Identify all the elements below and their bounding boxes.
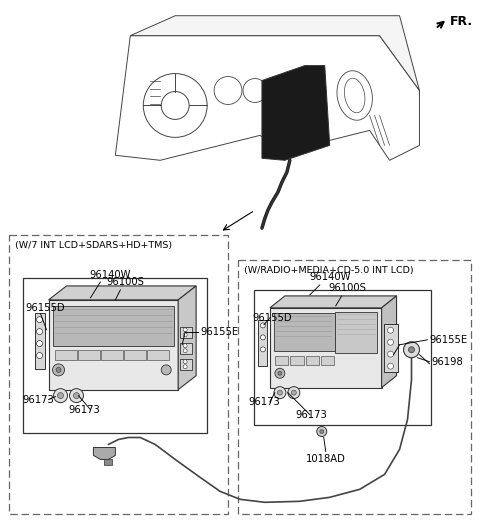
Circle shape bbox=[404, 342, 420, 358]
Circle shape bbox=[70, 389, 84, 403]
Bar bbox=[290, 355, 304, 364]
Circle shape bbox=[320, 430, 324, 433]
Circle shape bbox=[277, 390, 282, 395]
Bar bbox=[180, 327, 192, 338]
Bar bbox=[101, 350, 123, 360]
Circle shape bbox=[261, 347, 265, 352]
Text: 96100S: 96100S bbox=[329, 283, 367, 293]
Text: 96155E: 96155E bbox=[430, 335, 468, 345]
Bar bbox=[104, 459, 112, 466]
Bar bbox=[23, 278, 207, 433]
Circle shape bbox=[183, 364, 187, 369]
Circle shape bbox=[387, 351, 394, 357]
Bar bbox=[384, 324, 397, 372]
Text: 96140W: 96140W bbox=[309, 272, 350, 282]
Polygon shape bbox=[48, 286, 196, 300]
Bar bbox=[258, 320, 267, 366]
Text: (W/RADIO+MEDIA+CD-5.0 INT LCD): (W/RADIO+MEDIA+CD-5.0 INT LCD) bbox=[244, 266, 414, 275]
Text: FR.: FR. bbox=[449, 15, 472, 28]
Bar bbox=[270, 308, 382, 388]
Circle shape bbox=[183, 333, 187, 337]
Text: 96173: 96173 bbox=[248, 397, 280, 407]
Polygon shape bbox=[94, 448, 115, 459]
Bar bbox=[274, 313, 336, 351]
Circle shape bbox=[275, 368, 285, 378]
Bar bbox=[48, 300, 178, 390]
Bar bbox=[306, 355, 319, 364]
Circle shape bbox=[58, 393, 63, 399]
Circle shape bbox=[36, 329, 43, 335]
Circle shape bbox=[291, 390, 296, 395]
Circle shape bbox=[387, 339, 394, 345]
Bar bbox=[180, 343, 192, 354]
Circle shape bbox=[387, 363, 394, 369]
Circle shape bbox=[183, 360, 187, 364]
Circle shape bbox=[274, 387, 286, 399]
Circle shape bbox=[261, 323, 265, 328]
Bar bbox=[52, 306, 174, 346]
Text: 96155D: 96155D bbox=[252, 313, 291, 323]
Circle shape bbox=[183, 328, 187, 332]
Bar bbox=[335, 312, 377, 353]
Circle shape bbox=[54, 389, 68, 403]
Bar bbox=[321, 355, 335, 364]
Text: 96100S: 96100S bbox=[107, 277, 144, 287]
Circle shape bbox=[261, 335, 265, 340]
Bar bbox=[180, 359, 192, 370]
Circle shape bbox=[73, 393, 80, 399]
Text: 96198: 96198 bbox=[432, 357, 463, 367]
Bar bbox=[124, 350, 146, 360]
Circle shape bbox=[52, 364, 64, 376]
Text: 1018AD: 1018AD bbox=[306, 454, 346, 464]
Bar bbox=[35, 313, 45, 369]
Circle shape bbox=[317, 426, 327, 436]
Bar bbox=[254, 290, 432, 425]
Circle shape bbox=[288, 387, 300, 399]
Text: 96155E: 96155E bbox=[200, 327, 238, 337]
Text: 96140W: 96140W bbox=[90, 270, 131, 280]
Circle shape bbox=[56, 368, 61, 372]
Polygon shape bbox=[130, 16, 420, 90]
Text: 96173: 96173 bbox=[296, 409, 327, 419]
Bar bbox=[275, 355, 288, 364]
Circle shape bbox=[36, 341, 43, 346]
Circle shape bbox=[36, 317, 43, 323]
Bar bbox=[147, 350, 169, 360]
Circle shape bbox=[408, 347, 415, 353]
Circle shape bbox=[183, 349, 187, 353]
Circle shape bbox=[36, 352, 43, 359]
Bar bbox=[78, 350, 100, 360]
Polygon shape bbox=[270, 296, 396, 308]
Bar bbox=[238, 260, 471, 514]
Text: 96173: 96173 bbox=[69, 405, 100, 415]
Circle shape bbox=[278, 371, 282, 375]
Bar bbox=[9, 235, 228, 514]
Circle shape bbox=[387, 327, 394, 333]
Polygon shape bbox=[262, 66, 330, 160]
Text: 96155D: 96155D bbox=[25, 303, 65, 313]
Text: 96173: 96173 bbox=[23, 395, 54, 405]
Circle shape bbox=[183, 344, 187, 348]
Circle shape bbox=[161, 365, 171, 375]
Polygon shape bbox=[178, 286, 196, 390]
Bar bbox=[55, 350, 77, 360]
Text: (W/7 INT LCD+SDARS+HD+TMS): (W/7 INT LCD+SDARS+HD+TMS) bbox=[15, 241, 172, 250]
Polygon shape bbox=[382, 296, 396, 388]
